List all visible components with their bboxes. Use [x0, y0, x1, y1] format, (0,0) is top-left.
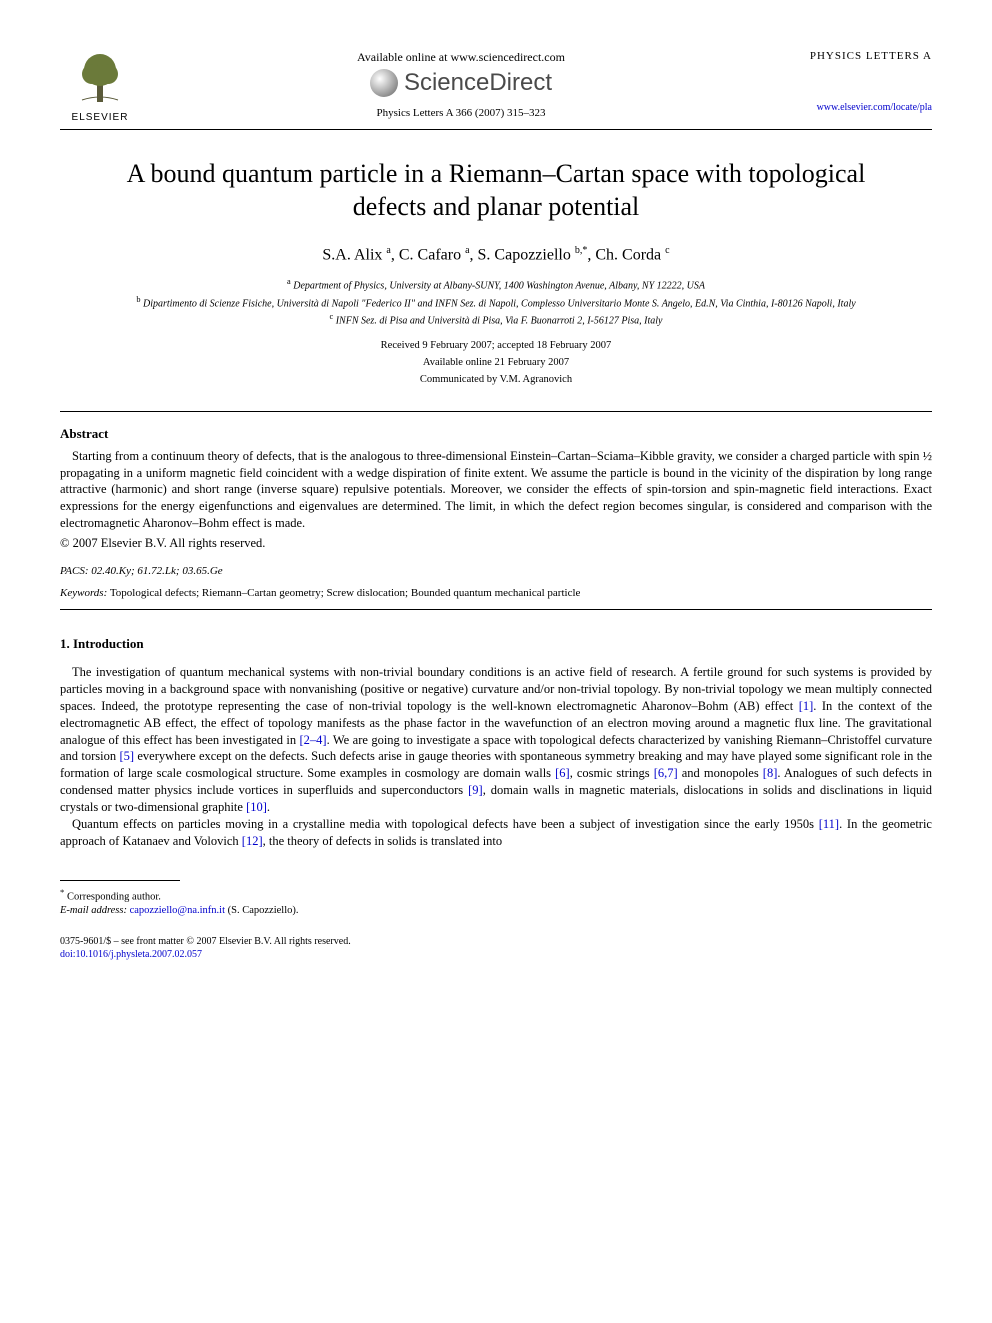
right-header: PHYSICS LETTERS A www.elsevier.com/locat…	[782, 50, 932, 113]
body-para-2: Quantum effects on particles moving in a…	[60, 816, 932, 850]
footnote-rule	[60, 880, 180, 881]
cite-8[interactable]: [8]	[763, 766, 778, 780]
email-label: E-mail address:	[60, 905, 127, 916]
keywords-line: Keywords: Topological defects; Riemann–C…	[60, 587, 932, 599]
online-date: Available online 21 February 2007	[60, 355, 932, 372]
cite-6[interactable]: [6]	[555, 766, 570, 780]
citation-line: Physics Letters A 366 (2007) 315–323	[140, 107, 782, 119]
elsevier-tree-icon	[70, 50, 130, 110]
cite-9[interactable]: [9]	[468, 783, 483, 797]
rule-above-abstract	[60, 411, 932, 412]
keywords-value: Topological defects; Riemann–Cartan geom…	[110, 587, 581, 599]
journal-url-link[interactable]: www.elsevier.com/locate/pla	[782, 102, 932, 113]
keywords-label: Keywords:	[60, 587, 107, 599]
rule-top	[60, 129, 932, 130]
body-text: The investigation of quantum mechanical …	[60, 664, 932, 850]
paper-page: ELSEVIER Available online at www.science…	[0, 0, 992, 1001]
publisher-logo: ELSEVIER	[60, 50, 140, 123]
section-1-heading: 1. Introduction	[60, 636, 932, 652]
communicated-by: Communicated by V.M. Agranovich	[60, 372, 932, 389]
title-line1: A bound quantum particle in a Riemann–Ca…	[127, 159, 866, 188]
abstract-text: Starting from a continuum theory of defe…	[60, 448, 932, 532]
journal-brand: PHYSICS LETTERS A	[782, 50, 932, 62]
received-date: Received 9 February 2007; accepted 18 Fe…	[60, 338, 932, 355]
rule-below-keywords	[60, 609, 932, 610]
doi-link[interactable]: doi:10.1016/j.physleta.2007.02.057	[60, 948, 932, 961]
email-who: (S. Capozziello).	[228, 905, 299, 916]
email-line: E-mail address: capozziello@na.infn.it (…	[60, 904, 932, 918]
body-para-1: The investigation of quantum mechanical …	[60, 664, 932, 816]
sciencedirect-icon	[370, 69, 398, 97]
title-line2: defects and planar potential	[353, 192, 640, 221]
affiliation-a: a Department of Physics, University at A…	[60, 276, 932, 293]
cite-11[interactable]: [11]	[819, 817, 839, 831]
cite-10[interactable]: [10]	[246, 800, 267, 814]
available-online-text: Available online at www.sciencedirect.co…	[140, 50, 782, 65]
center-header: Available online at www.sciencedirect.co…	[140, 50, 782, 119]
affiliation-b: b Dipartimento di Scienze Fisiche, Unive…	[60, 294, 932, 311]
footer-block: 0375-9601/$ – see front matter © 2007 El…	[60, 935, 932, 961]
footnote-block: * Corresponding author. E-mail address: …	[60, 887, 932, 918]
abstract-heading: Abstract	[60, 426, 932, 442]
pacs-value: 02.40.Ky; 61.72.Lk; 03.65.Ge	[91, 565, 222, 577]
sciencedirect-brand: ScienceDirect	[140, 69, 782, 97]
header-row: ELSEVIER Available online at www.science…	[60, 50, 932, 123]
cite-12[interactable]: [12]	[242, 834, 263, 848]
pacs-label: PACS:	[60, 565, 89, 577]
cite-6-7[interactable]: [6,7]	[654, 766, 678, 780]
authors-line: S.A. Alix a, C. Cafaro a, S. Capozziello…	[60, 245, 932, 264]
corresponding-author-note: * Corresponding author.	[60, 887, 932, 904]
footer-line1: 0375-9601/$ – see front matter © 2007 El…	[60, 935, 932, 948]
affiliations-block: a Department of Physics, University at A…	[60, 276, 932, 328]
cite-5[interactable]: [5]	[119, 749, 134, 763]
sciencedirect-label: ScienceDirect	[404, 69, 552, 97]
cite-2-4[interactable]: [2–4]	[300, 733, 327, 747]
dates-block: Received 9 February 2007; accepted 18 Fe…	[60, 338, 932, 388]
copyright-line: © 2007 Elsevier B.V. All rights reserved…	[60, 536, 932, 551]
paper-title: A bound quantum particle in a Riemann–Ca…	[60, 158, 932, 223]
publisher-label: ELSEVIER	[60, 112, 140, 123]
cite-1[interactable]: [1]	[799, 699, 814, 713]
affiliation-c: c INFN Sez. di Pisa and Università di Pi…	[60, 311, 932, 328]
pacs-line: PACS: 02.40.Ky; 61.72.Lk; 03.65.Ge	[60, 565, 932, 577]
email-link[interactable]: capozziello@na.infn.it	[130, 905, 225, 916]
